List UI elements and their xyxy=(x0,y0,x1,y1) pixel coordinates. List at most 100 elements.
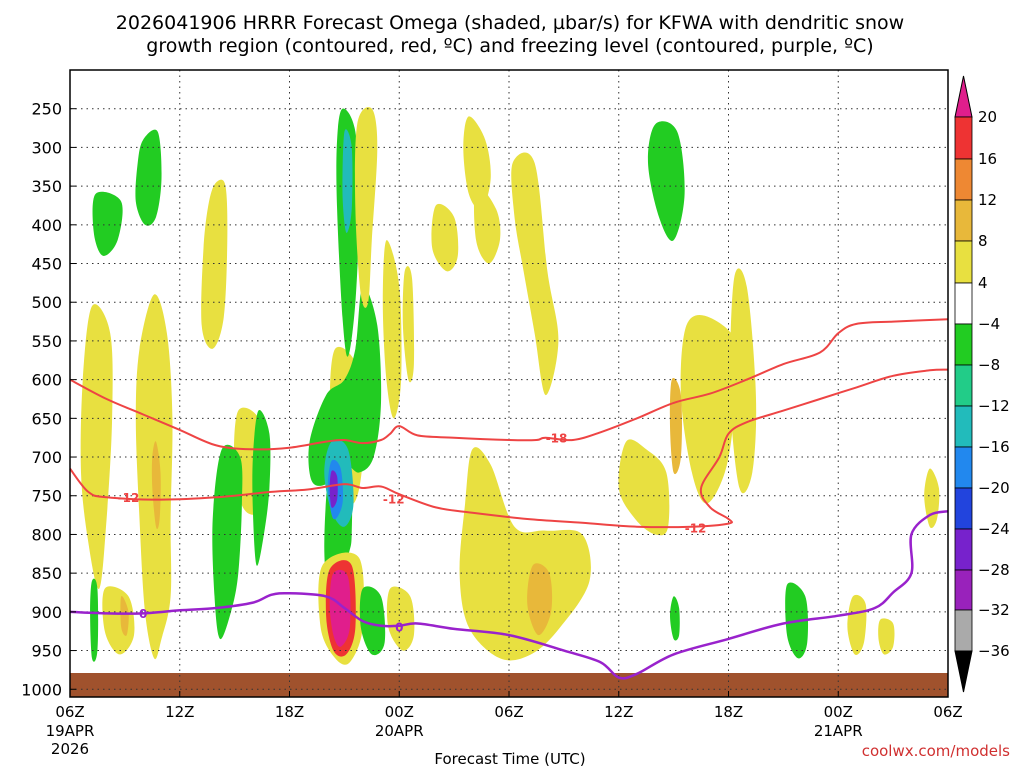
omega-region-26 xyxy=(359,586,386,656)
omega-region-2 xyxy=(151,441,161,530)
x-axis-label: Forecast Time (UTC) xyxy=(434,750,585,768)
y-tick-label-350: 350 xyxy=(31,177,62,196)
colorbar-label-12: −32 xyxy=(978,601,1010,619)
omega-region-11 xyxy=(120,596,129,636)
y-axis-ticks: 250 300 350 400 450 500 550 600 650 700 750 800 850 9… xyxy=(21,100,76,699)
y-tick-label-700: 700 xyxy=(31,448,62,467)
colorbar-band-9 xyxy=(954,487,973,530)
colorbar-band-8 xyxy=(954,446,973,489)
omega-region-28 xyxy=(431,203,459,272)
y-tick-label-250: 250 xyxy=(31,100,62,119)
colorbar-label-3: 8 xyxy=(978,232,988,250)
dgz-label-right: -12 xyxy=(685,521,707,535)
omega-region-21 xyxy=(382,240,402,419)
omega-region-10 xyxy=(102,586,135,655)
y-tick-label-500: 500 xyxy=(31,293,62,312)
y-tick-label-750: 750 xyxy=(31,487,62,506)
omega-region-33 xyxy=(527,563,553,636)
y-tick-label-800: 800 xyxy=(31,525,62,544)
y-tick-label-900: 900 xyxy=(31,603,62,622)
colorbar-bottom-arrow xyxy=(954,650,973,693)
contour-layer: -18 -12 -12 -12 0 0 xyxy=(69,318,949,680)
omega-region-22 xyxy=(402,266,415,383)
x-tick-label-5: 12Z xyxy=(604,703,633,721)
omega-region-6 xyxy=(252,409,271,566)
colorbar-band-7 xyxy=(954,405,973,448)
omega-region-19 xyxy=(342,129,353,233)
omega-region-36 xyxy=(669,378,682,475)
omega-region-3 xyxy=(201,179,228,349)
omega-region-17 xyxy=(329,470,338,508)
x-tick-label-1: 12Z xyxy=(165,703,194,721)
omega-region-25 xyxy=(329,569,351,647)
omega-region-41 xyxy=(670,596,680,641)
dgz-upper-contour xyxy=(69,318,949,451)
colorbar-band-12 xyxy=(954,609,973,652)
omega-region-8 xyxy=(92,191,123,256)
colorbar-label-9: −20 xyxy=(978,479,1010,497)
freezing-level-contour xyxy=(69,509,949,680)
omega-region-0 xyxy=(80,304,113,589)
colorbar-label-13: −36 xyxy=(978,642,1010,660)
colorbar-label-2: 12 xyxy=(978,191,997,209)
chart-title-line1: 2026041906 HRRR Forecast Omega (shaded, … xyxy=(116,12,904,34)
dgz-label-mid: -12 xyxy=(383,493,405,507)
colorbar-band-11 xyxy=(954,569,973,611)
x-tick-label-6: 18Z xyxy=(714,703,743,721)
x-tick-label-2: 18Z xyxy=(275,703,304,721)
colorbar-top-arrow xyxy=(954,75,973,118)
omega-region-9 xyxy=(90,578,99,662)
y-tick-label-600: 600 xyxy=(31,371,62,390)
freezing-label-left: 0 xyxy=(139,607,147,621)
colorbar-band-5 xyxy=(954,323,973,366)
x-tick-label-4: 06Z xyxy=(494,703,523,721)
dgz-lower-contour xyxy=(69,368,949,529)
omega-region-31 xyxy=(511,152,559,396)
omega-region-13 xyxy=(308,286,382,486)
omega-region-20 xyxy=(354,107,378,308)
omega-region-39 xyxy=(924,468,940,529)
colorbar-label-10: −24 xyxy=(978,520,1010,538)
omega-region-38 xyxy=(647,121,685,241)
omega-region-43 xyxy=(878,618,895,655)
omega-region-7 xyxy=(135,129,162,226)
omega-region-27 xyxy=(386,586,415,651)
colorbar-band-2 xyxy=(954,199,973,242)
credit-text: coolwx.com/models xyxy=(862,742,1010,760)
omega-region-37 xyxy=(618,439,670,536)
y-tick-label-300: 300 xyxy=(31,138,62,157)
omega-region-5 xyxy=(212,444,243,640)
omega-shading-layer xyxy=(80,107,940,665)
omega-region-30 xyxy=(473,185,501,264)
x-tick-label-0: 06Z xyxy=(55,703,84,721)
freezing-label-mid: 0 xyxy=(395,620,403,634)
x-tick-label-8: 06Z xyxy=(933,703,962,721)
colorbar-band-10 xyxy=(954,528,973,571)
colorbar: 20 16 12 8 4 −4 −8 −12 −16 −20 −24 −28 −32 −36 xyxy=(954,75,1010,693)
colorbar-band-0 xyxy=(954,116,973,160)
omega-region-32 xyxy=(459,447,591,661)
x-tick-label-7: 00Z xyxy=(824,703,853,721)
x-tick-date-7: 21APR xyxy=(814,722,863,740)
colorbar-band-1 xyxy=(954,158,973,201)
y-tick-label-450: 450 xyxy=(31,255,62,274)
colorbar-label-1: 16 xyxy=(978,150,997,168)
colorbar-label-7: −12 xyxy=(978,397,1010,415)
colorbar-band-6 xyxy=(954,364,973,407)
y-tick-label-1000: 1000 xyxy=(21,680,62,699)
y-tick-label-400: 400 xyxy=(31,216,62,235)
chart-title-line2: growth region (contoured, red, ºC) and f… xyxy=(146,35,873,57)
omega-region-42 xyxy=(847,594,867,656)
colorbar-label-0: 20 xyxy=(978,108,997,126)
omega-region-18 xyxy=(336,108,359,357)
x-tick-label-3: 00Z xyxy=(385,703,414,721)
y-tick-label-850: 850 xyxy=(31,564,62,583)
dgz-label-upper: -18 xyxy=(546,431,568,445)
colorbar-label-8: −16 xyxy=(978,438,1010,456)
x-tick-date-0: 19APR xyxy=(46,722,95,740)
colorbar-label-11: −28 xyxy=(978,561,1010,579)
colorbar-band-4 xyxy=(954,282,973,325)
y-tick-label-650: 650 xyxy=(31,409,62,428)
